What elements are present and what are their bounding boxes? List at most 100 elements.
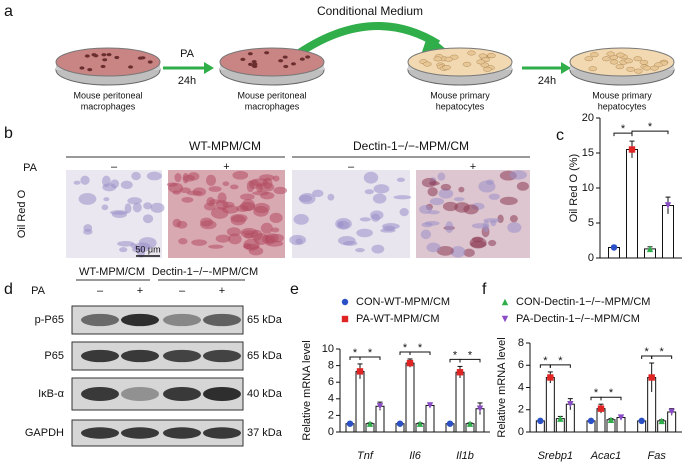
cell <box>606 51 615 57</box>
y-tick-label: 8 <box>328 360 334 372</box>
significance-bracket <box>651 355 673 360</box>
y-axis-label: Relative mRNA level <box>496 337 508 437</box>
stained-cell <box>421 177 437 188</box>
protein-label: p-P65 <box>35 314 64 326</box>
band <box>81 313 119 327</box>
marker <box>567 400 574 408</box>
stained-cell <box>450 246 466 258</box>
stained-cell <box>458 186 465 193</box>
y-axis-label: Relative mRNA level <box>301 340 313 440</box>
significance-label: * <box>594 387 599 399</box>
cell <box>584 56 593 62</box>
cell <box>467 50 476 56</box>
cell <box>633 56 642 62</box>
significance-bracket <box>359 356 381 360</box>
y-axis-label: Oil Red O (%) <box>568 154 580 222</box>
stained-cell <box>172 190 181 195</box>
stained-cell <box>174 173 182 183</box>
bar <box>425 404 435 433</box>
stained-cell <box>109 210 128 215</box>
cell <box>137 56 143 60</box>
stained-cell <box>229 184 239 190</box>
dish-label: Mouse peritoneal <box>73 90 142 100</box>
significance-label: * <box>453 349 458 361</box>
significance-label: * <box>368 347 373 359</box>
y-tick-label: 0 <box>518 426 524 438</box>
marker <box>366 420 374 427</box>
marker <box>646 245 654 253</box>
stained-cell <box>117 240 135 247</box>
cell <box>114 55 120 60</box>
dish-label: macrophages <box>81 101 136 111</box>
significance-label: * <box>648 121 653 133</box>
stained-cell <box>183 174 195 182</box>
stained-cell <box>399 208 409 217</box>
bar <box>405 362 415 433</box>
stained-cell <box>243 232 254 239</box>
stained-cell <box>438 188 454 199</box>
y-tick-label: 10 <box>322 343 334 355</box>
cell <box>483 66 492 72</box>
stained-cell <box>101 175 111 188</box>
x-tick-label: Fas <box>647 450 666 462</box>
marker <box>664 202 672 209</box>
protein-label: IκB-α <box>38 388 65 400</box>
band <box>163 386 201 402</box>
significance-label: * <box>558 355 563 367</box>
x-tick-label: Tnf <box>357 450 374 462</box>
treatment-sign: + <box>219 285 225 297</box>
cell <box>102 58 108 62</box>
cell <box>251 60 257 64</box>
stained-cell <box>150 202 165 213</box>
stained-cell <box>178 238 188 245</box>
stained-cell <box>80 175 90 185</box>
significance-label: * <box>621 123 626 135</box>
protein-label: GAPDH <box>25 427 64 439</box>
cell <box>442 65 451 70</box>
stained-cell <box>142 214 154 224</box>
marker <box>501 315 509 323</box>
stained-cell <box>205 174 217 186</box>
dish-label: macrophages <box>245 101 300 111</box>
cell <box>283 64 289 69</box>
cell <box>626 66 635 72</box>
cell <box>642 65 652 71</box>
stained-cell <box>421 222 433 228</box>
stained-cell <box>442 201 459 212</box>
stained-cell <box>262 234 271 244</box>
marker <box>537 417 544 425</box>
stained-cell <box>258 182 275 192</box>
cell <box>87 68 93 72</box>
stained-cell <box>463 248 475 258</box>
stained-cell <box>132 202 142 213</box>
stained-cell <box>453 197 465 202</box>
band <box>121 349 159 363</box>
legend-label: CON-WT-MPM/CM <box>356 296 450 308</box>
marker <box>446 420 454 427</box>
protein-label: P65 <box>44 350 64 362</box>
cell <box>247 62 253 66</box>
stained-cell <box>78 192 97 205</box>
stained-cell <box>131 171 141 181</box>
dish-medium <box>219 47 325 77</box>
stained-cell <box>127 197 143 205</box>
significance-bracket <box>631 130 669 135</box>
marker <box>547 374 554 381</box>
marker <box>610 244 618 251</box>
stained-cell <box>168 182 184 193</box>
significance-bracket <box>600 396 622 401</box>
y-tick-label: 0 <box>588 252 594 264</box>
cell <box>476 59 485 65</box>
size-label: 65 kDa <box>247 314 283 326</box>
stained-cell <box>483 218 501 223</box>
stained-cell <box>509 170 528 180</box>
stained-cell <box>240 193 255 201</box>
stained-cell <box>488 193 500 200</box>
cell <box>609 59 619 65</box>
band <box>121 427 159 439</box>
panel-letter: d <box>4 281 13 298</box>
y-tick-label: 2 <box>328 409 334 421</box>
significance-label: * <box>403 342 408 354</box>
band <box>81 386 119 402</box>
